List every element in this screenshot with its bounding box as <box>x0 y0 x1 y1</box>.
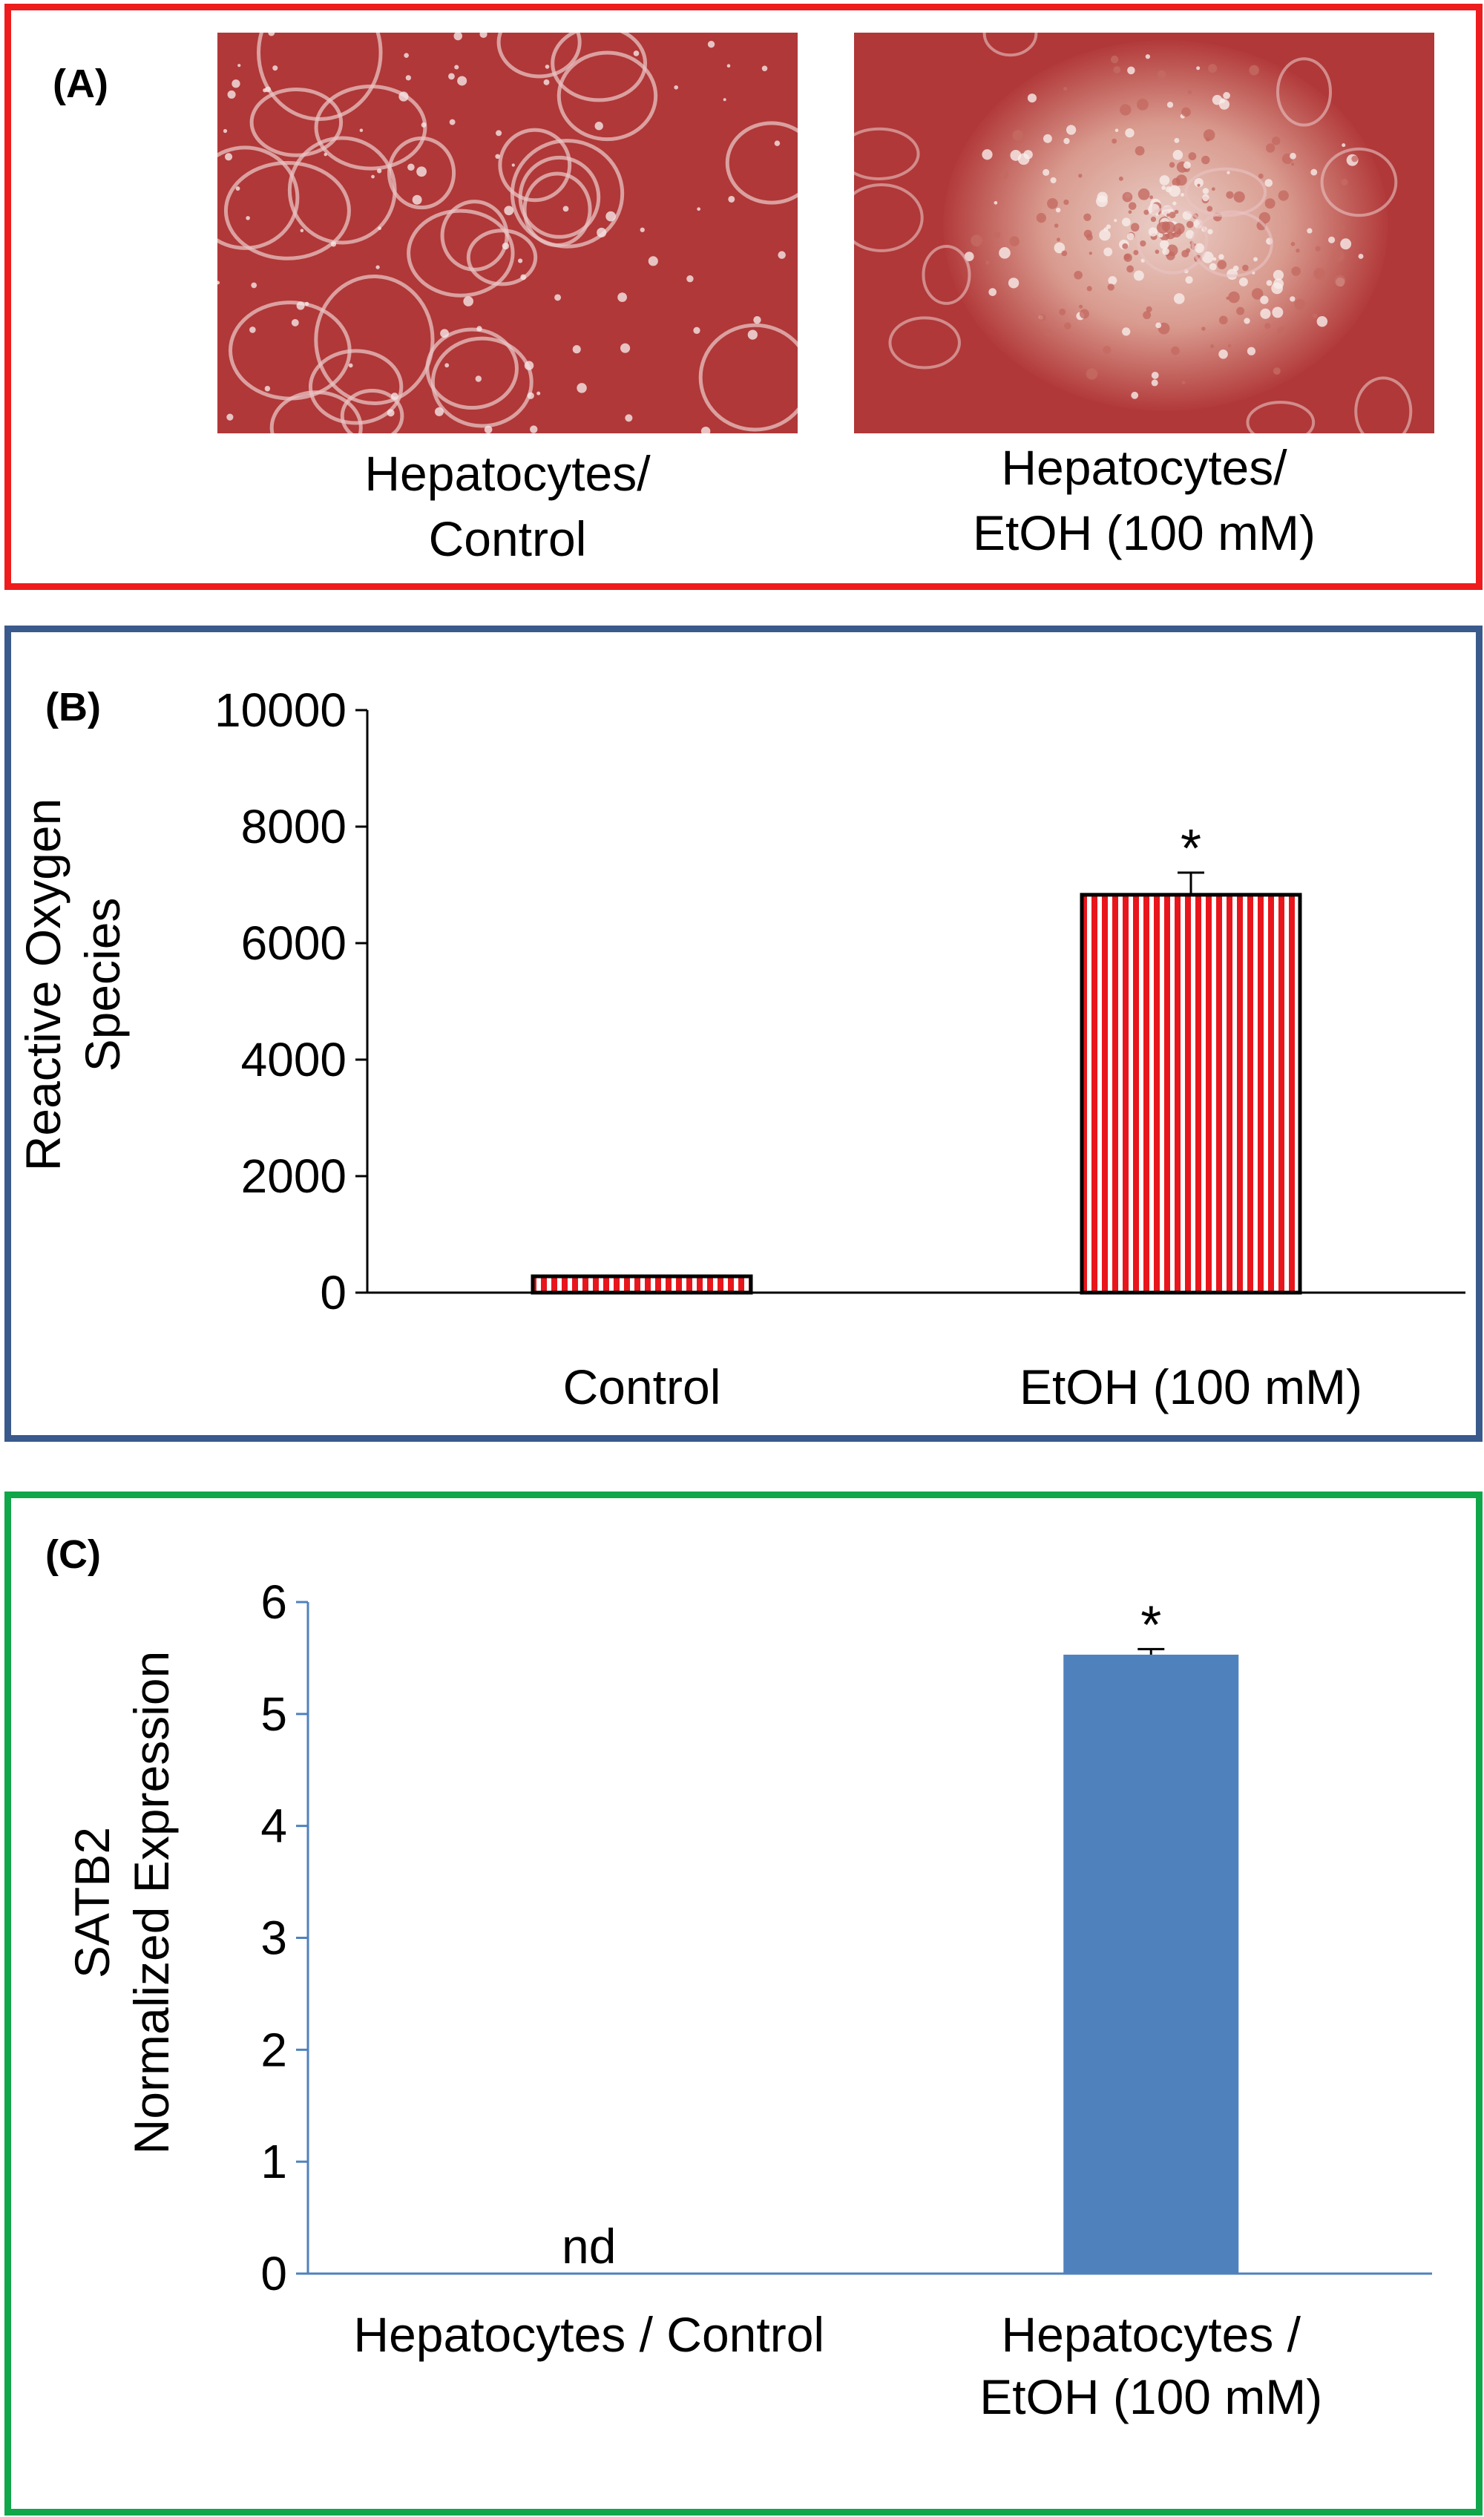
chart-b-y-tick-label: 6000 <box>241 916 347 970</box>
panel-c-label: (C) <box>45 1532 101 1577</box>
chart-c-annotation: nd <box>562 2219 616 2274</box>
microscopy-image-control <box>217 33 798 433</box>
microscopy-image-etoh <box>854 33 1434 433</box>
chart-c-y-tick-label: 1 <box>260 2135 287 2188</box>
chart-b-y-tick-label: 10000 <box>214 683 347 737</box>
panel-a-label: (A) <box>53 62 108 106</box>
chart-c-plot: 0 1 2 3 4 5 6 nd Hepatocytes / Control * Hepatocyt… <box>260 1575 1432 2424</box>
chart-b-y-tick-label: 4000 <box>241 1033 347 1086</box>
caption-control: Hepatocytes/ Control <box>217 441 798 571</box>
chart-b-plot: 0 2000 4000 6000 8000 10000 Control * EtOH (100 … <box>214 683 1465 1414</box>
chart-b-annotation: * <box>1181 819 1201 879</box>
caption-control-line-2: Control <box>428 511 587 566</box>
chart-c-y-tick-label: 5 <box>260 1687 287 1741</box>
chart-c-y-tick-label: 4 <box>260 1799 287 1853</box>
chart-b-category-label: Control <box>563 1359 721 1414</box>
chart-b-category-label: EtOH (100 mM) <box>1020 1359 1362 1414</box>
panel-a: (A) Hepatocytes/ Control <box>4 4 1483 590</box>
chart-c-y-tick-label: 6 <box>260 1575 287 1629</box>
caption-etoh: Hepatocytes/ EtOH (100 mM) <box>854 435 1434 565</box>
chart-c-y-tick-label: 2 <box>260 2023 287 2076</box>
chart-b-y-tick-label: 0 <box>320 1266 347 1319</box>
chart-c-category-label: Hepatocytes / Control <box>353 2307 824 2362</box>
chart-c-category-label: EtOH (100 mM) <box>979 2369 1322 2424</box>
chart-c-y-tick-label: 3 <box>260 1911 287 1965</box>
panel-b: (B) Reactive Oxygen Species 0 2000 4000 600… <box>4 626 1483 1442</box>
chart-b-y-tick-label: 8000 <box>241 800 347 853</box>
chart-c-annotation: * <box>1140 1595 1161 1655</box>
chart-b-bar <box>531 1274 753 1295</box>
caption-control-line-1: Hepatocytes/ <box>364 446 651 501</box>
microscopy-hepatocytes-control-icon <box>217 33 798 433</box>
microscopy-hepatocytes-etoh-icon <box>854 33 1434 433</box>
caption-etoh-line-1: Hepatocytes/ <box>1001 440 1287 495</box>
panel-b-label: (B) <box>45 685 101 729</box>
chart-c-category-label: Hepatocytes / <box>1001 2307 1301 2362</box>
chart-b-bar <box>1080 893 1302 1295</box>
chart-c-y-tick-label: 0 <box>260 2247 287 2300</box>
chart-c-bar <box>1063 1654 1239 2274</box>
caption-etoh-line-2: EtOH (100 mM) <box>972 505 1316 560</box>
chart-b-y-tick-label: 2000 <box>241 1149 347 1203</box>
